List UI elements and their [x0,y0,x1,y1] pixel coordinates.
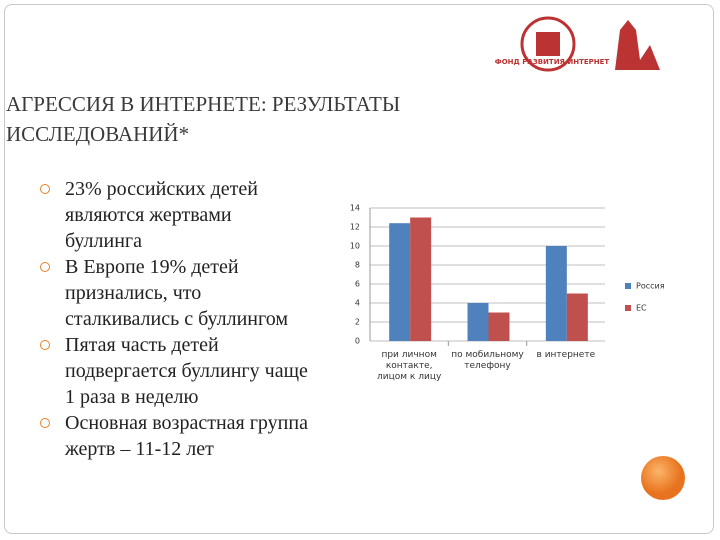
legend-swatch [625,305,631,311]
bar [410,217,432,341]
x-tick-label: в интернете [536,350,596,360]
bullet: Основная возрастная группа жертв – 11-12… [40,410,310,462]
y-tick-label: 8 [355,261,360,270]
title-line: ИССЛЕДОВАНИЙ* [6,122,190,146]
legend-swatch [625,283,631,289]
bar [545,246,567,341]
bullet: В Европе 19% детей признались, что сталк… [40,254,310,332]
frame [4,4,714,534]
y-tick-label: 0 [355,337,360,346]
title-line: АГРЕССИЯ В ИНТЕРНЕТЕ: РЕЗУЛЬТАТЫ [6,92,401,116]
bar [488,312,510,341]
bar [389,223,411,341]
y-tick-label: 2 [355,318,360,327]
x-tick-label: по мобильному телефону [451,350,524,371]
logo-text: ФОНД РАЗВИТИЯ ИНТЕРНЕТ [495,58,610,66]
bullet-list: 23% российских детей являются жертвами б… [40,176,310,462]
bullet: 23% российских детей являются жертвами б… [40,176,310,254]
legend-label: Россия [636,282,665,291]
bar [566,293,588,341]
y-tick-label: 12 [350,223,360,232]
bar [467,303,489,341]
y-tick-label: 14 [350,204,360,213]
decor-circle [641,456,685,500]
logo-mark [536,32,560,56]
y-tick-label: 10 [350,242,360,251]
legend-label: ЕС [636,304,647,313]
bullet: Пятая часть детей подвергается буллингу … [40,332,310,410]
y-tick-label: 4 [355,299,360,308]
y-tick-label: 6 [355,280,360,289]
logo-mark [520,16,576,72]
x-tick-label: при личном контакте, лицом к лицу [377,350,442,382]
logo-building [615,20,660,70]
